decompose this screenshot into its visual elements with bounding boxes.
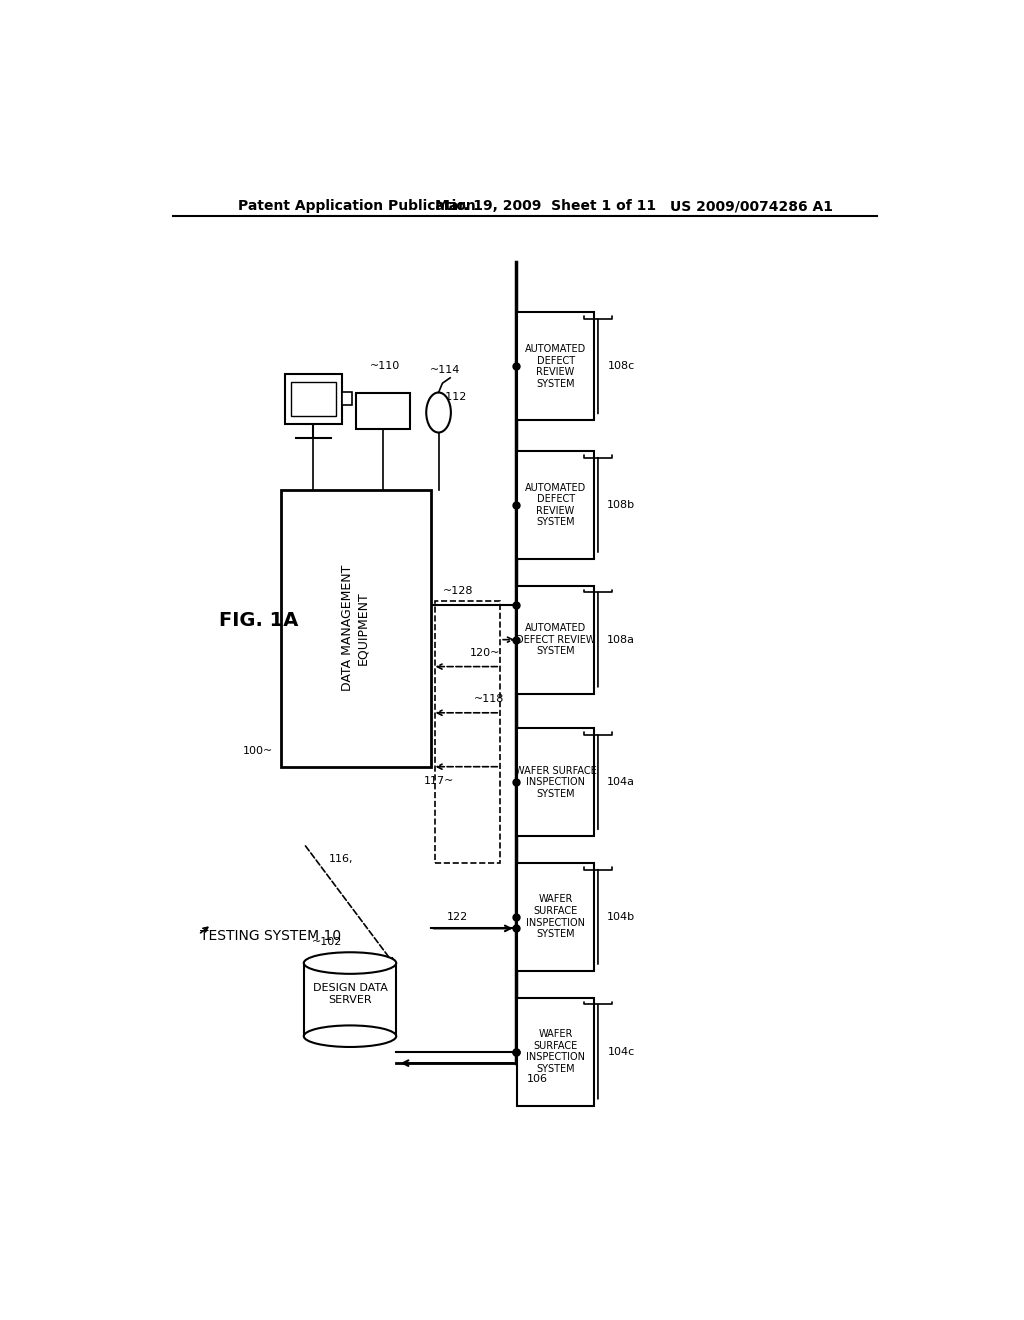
Bar [304, 964, 396, 1036]
Text: ~118: ~118 [473, 694, 504, 704]
Bar [517, 451, 594, 558]
Text: 104c: 104c [607, 1047, 635, 1056]
Text: ~102: ~102 [311, 937, 342, 948]
Text: DESIGN DATA
SERVER: DESIGN DATA SERVER [312, 983, 387, 1005]
Text: WAFER
SURFACE
INSPECTION
SYSTEM: WAFER SURFACE INSPECTION SYSTEM [526, 1030, 585, 1074]
Text: TESTING SYSTEM 10: TESTING SYSTEM 10 [200, 929, 341, 942]
Text: 116,: 116, [329, 854, 353, 865]
Text: 108c: 108c [607, 362, 635, 371]
Bar [281, 490, 431, 767]
Text: AUTOMATED
DEFECT
REVIEW
SYSTEM: AUTOMATED DEFECT REVIEW SYSTEM [525, 483, 586, 527]
Text: 117~: 117~ [423, 776, 454, 785]
Text: 104b: 104b [607, 912, 635, 921]
Ellipse shape [426, 392, 451, 433]
Text: 100~: 100~ [243, 746, 273, 756]
Bar [291, 381, 336, 416]
Text: 106: 106 [527, 1073, 548, 1084]
Text: 120~: 120~ [470, 648, 500, 657]
Bar [517, 998, 594, 1106]
Bar [517, 863, 594, 970]
Bar [517, 313, 594, 420]
Text: 108a: 108a [607, 635, 635, 644]
Text: WAFER SURFACE
INSPECTION
SYSTEM: WAFER SURFACE INSPECTION SYSTEM [515, 766, 596, 799]
Text: Mar. 19, 2009  Sheet 1 of 11: Mar. 19, 2009 Sheet 1 of 11 [435, 199, 655, 213]
Text: ~112: ~112 [437, 392, 468, 403]
Text: WAFER
SURFACE
INSPECTION
SYSTEM: WAFER SURFACE INSPECTION SYSTEM [526, 895, 585, 940]
Text: 108b: 108b [607, 500, 635, 510]
Text: DATA MANAGEMENT
EQUIPMENT: DATA MANAGEMENT EQUIPMENT [341, 565, 370, 692]
Ellipse shape [304, 952, 396, 974]
Text: ~128: ~128 [442, 586, 473, 597]
Text: AUTOMATED
DEFECT
REVIEW
SYSTEM: AUTOMATED DEFECT REVIEW SYSTEM [525, 345, 586, 388]
Text: US 2009/0074286 A1: US 2009/0074286 A1 [670, 199, 833, 213]
Text: 104a: 104a [607, 777, 635, 787]
Text: ~110: ~110 [370, 362, 399, 371]
Bar [517, 729, 594, 836]
Bar [342, 392, 351, 405]
Bar [356, 393, 410, 429]
Ellipse shape [304, 1026, 396, 1047]
Text: Patent Application Publication: Patent Application Publication [239, 199, 476, 213]
Bar [285, 374, 342, 424]
Bar [435, 601, 500, 863]
Text: ~114: ~114 [429, 366, 460, 375]
Bar [517, 586, 594, 693]
Text: AUTOMATED
DEFECT REVIEW
SYSTEM: AUTOMATED DEFECT REVIEW SYSTEM [516, 623, 595, 656]
Text: FIG. 1A: FIG. 1A [219, 611, 298, 630]
Text: 122: 122 [447, 912, 468, 921]
